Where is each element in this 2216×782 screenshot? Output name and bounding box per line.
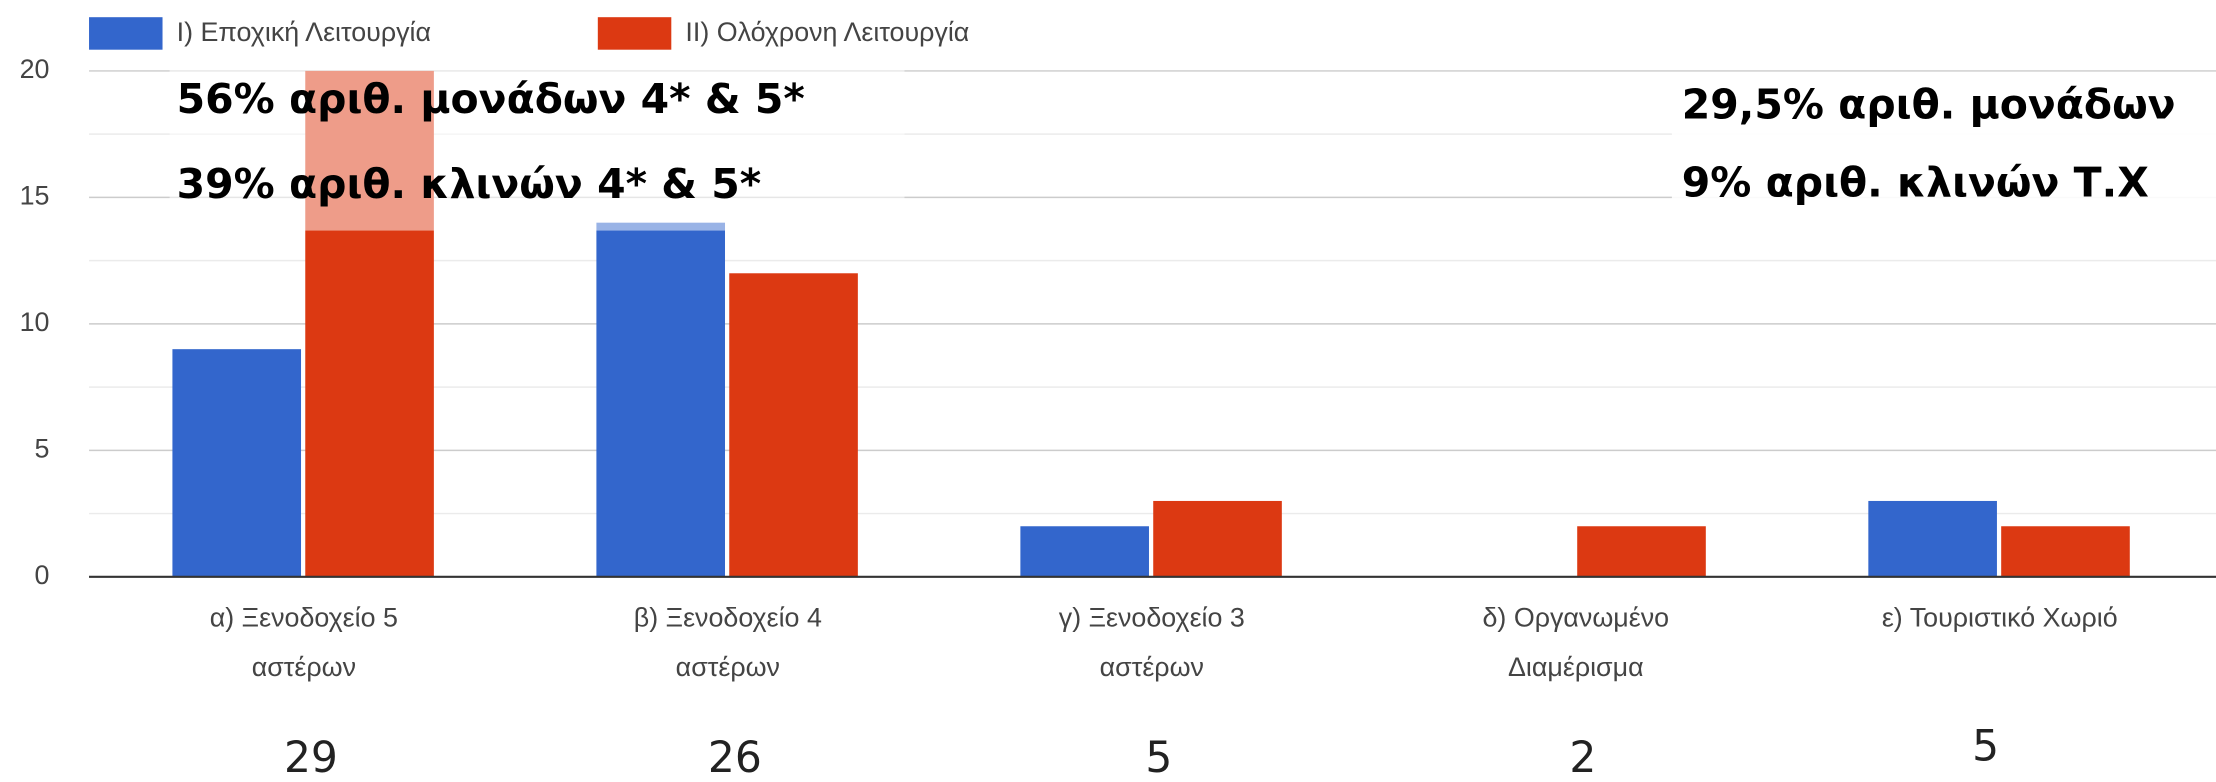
legend-label: II) Ολόχρονη Λειτουργία: [685, 17, 969, 47]
bar: [1153, 500, 1282, 577]
annotation: 29,5% αριθ. μονάδων: [1682, 81, 2176, 129]
y-tick-label: 5: [35, 433, 50, 463]
total-label: 29: [284, 733, 338, 782]
bar: [172, 349, 302, 577]
y-tick-label: 10: [20, 307, 50, 337]
x-tick-label: γ) Ξενοδοχείο 3: [1059, 602, 1245, 632]
total-label: 26: [708, 733, 762, 782]
x-tick-label: α) Ξενοδοχείο 5: [210, 602, 398, 632]
x-tick-label: αστέρων: [1100, 652, 1204, 682]
bar: [729, 273, 858, 577]
y-tick-label: 0: [35, 560, 50, 590]
x-tick-label: αστέρων: [252, 652, 356, 682]
legend-swatch: [89, 17, 163, 50]
total-label: 5: [1145, 733, 1172, 782]
annotation: 39% αριθ. κλινών 4* & 5*: [177, 160, 762, 208]
annotation-box: [169, 68, 905, 231]
annotation: 9% αριθ. κλινών Τ.Χ: [1682, 158, 2149, 206]
x-tick-label: αστέρων: [676, 652, 780, 682]
legend-swatch: [597, 17, 672, 50]
x-tick-label: Διαμέρισμα: [1508, 652, 1644, 682]
y-tick-label: 20: [20, 54, 50, 84]
x-tick-label: β) Ξενοδοχείο 4: [634, 602, 822, 632]
bar: [1868, 500, 1997, 577]
y-tick-label: 15: [20, 180, 50, 210]
total-label: 5: [1972, 722, 1999, 771]
bar: [1020, 526, 1149, 577]
x-tick-label: δ) Οργανωμένο: [1482, 602, 1669, 632]
legend-label: I) Εποχική Λειτουργία: [177, 17, 431, 47]
annotation-box: [1671, 77, 2216, 227]
x-tick-label: ε) Τουριστικό Χωριό: [1882, 602, 2118, 632]
bar: [596, 222, 726, 577]
annotation: 56% αριθ. μονάδων 4* & 5*: [177, 75, 805, 123]
total-label: 2: [1569, 733, 1596, 782]
bar: [2001, 526, 2130, 577]
bar: [1577, 526, 1706, 577]
